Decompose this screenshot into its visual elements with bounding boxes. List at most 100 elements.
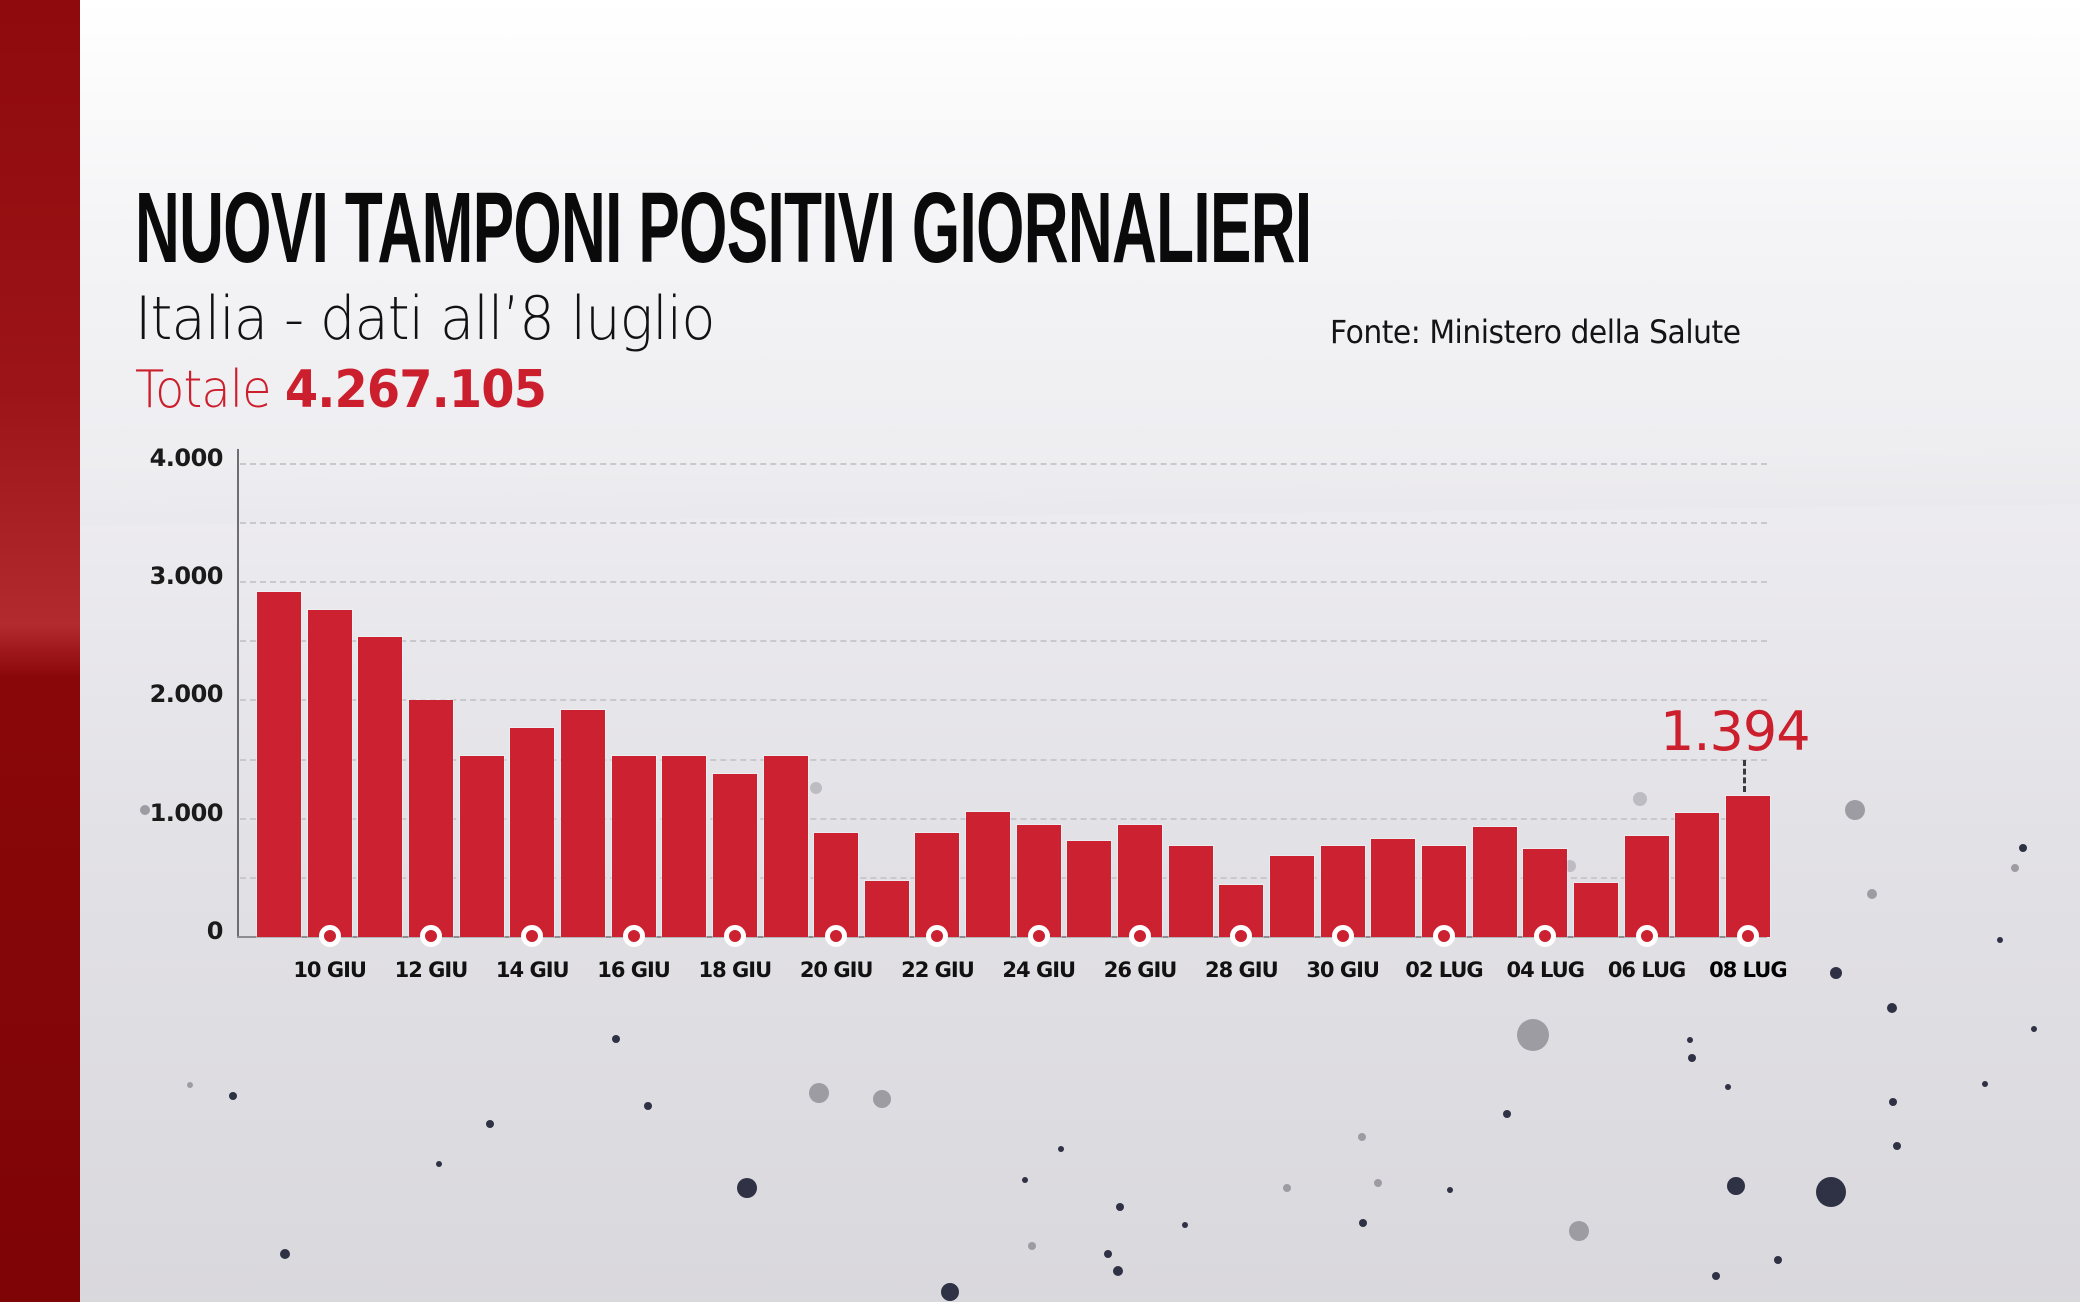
date-marker-icon [825, 925, 848, 947]
speckle-dot [1104, 1250, 1112, 1258]
x-tick-label: 16 GIU [597, 958, 671, 982]
gridline [240, 699, 1767, 702]
y-axis [237, 449, 239, 938]
bar-27-giu [1168, 845, 1213, 937]
speckle-dot [644, 1102, 652, 1110]
date-marker-icon [1027, 925, 1050, 947]
speckle-dot [1359, 1219, 1367, 1227]
speckle-dot [187, 1082, 193, 1088]
total-line: Totale 4.267.105 [135, 360, 547, 420]
speckle-dot [737, 1178, 757, 1198]
speckle-dot [1633, 792, 1647, 806]
speckle-dot [1845, 800, 1865, 820]
speckle-dot [941, 1283, 959, 1301]
bar-07-lug [1675, 812, 1720, 937]
gridline [240, 462, 1767, 465]
y-tick-label: 0 [206, 917, 224, 945]
bar-15-giu [560, 710, 605, 937]
date-marker-icon [1534, 925, 1557, 947]
gridline [240, 640, 1767, 643]
bar-14-giu [510, 728, 555, 937]
speckle-dot [873, 1090, 891, 1108]
bar-04-lug [1523, 848, 1568, 937]
speckle-dot [1028, 1242, 1036, 1250]
speckle-dot [810, 782, 822, 794]
speckle-dot [1982, 1081, 1988, 1087]
speckle-dot [1867, 889, 1877, 899]
speckle-dot [1774, 1256, 1782, 1264]
bar-18-giu [712, 773, 757, 937]
speckle-dot [1816, 1177, 1846, 1207]
bar-12-giu [408, 700, 453, 937]
speckle-dot [1517, 1019, 1549, 1051]
bar-25-giu [1067, 840, 1112, 937]
bar-02-lug [1421, 845, 1466, 937]
speckle-dot [612, 1035, 620, 1043]
speckle-dot [1889, 1098, 1897, 1106]
source-credit: Fonte: Ministero della Salute [1330, 313, 1741, 351]
gridline [240, 521, 1767, 524]
y-tick-label: 3.000 [149, 562, 224, 591]
total-value: 4.267.105 [284, 360, 547, 420]
x-axis [237, 936, 1767, 938]
date-marker-icon [1736, 925, 1759, 947]
speckle-dot [1058, 1146, 1064, 1152]
speckle-dot [140, 805, 150, 815]
speckle-dot [1712, 1272, 1720, 1280]
bar-13-giu [459, 755, 504, 937]
chart-title: NUOVI TAMPONI POSITIVI GIORNALIERI [135, 172, 1312, 284]
speckle-dot [1022, 1177, 1028, 1183]
gridline [240, 758, 1767, 761]
date-marker-icon [723, 925, 746, 947]
x-tick-label: 18 GIU [698, 958, 773, 982]
date-marker-icon [318, 925, 341, 947]
y-tick-label: 4.000 [149, 443, 224, 472]
speckle-dot [1688, 1054, 1696, 1062]
bar-30-giu [1320, 845, 1365, 937]
speckle-dot [229, 1092, 237, 1100]
latest-value-callout: 1.394 [1660, 700, 1811, 763]
speckle-dot [1687, 1037, 1693, 1043]
x-tick-label: 04 LUG [1506, 958, 1585, 982]
speckle-dot [1283, 1184, 1291, 1192]
speckle-dot [1113, 1266, 1123, 1276]
speckle-dot [1830, 967, 1842, 979]
speckle-dot [486, 1120, 494, 1128]
date-marker-icon [1230, 925, 1253, 947]
total-label: Totale [135, 360, 272, 420]
x-tick-label: 06 LUG [1607, 958, 1686, 982]
bar-09-giu [257, 592, 301, 937]
bar-01-lug [1371, 838, 1416, 937]
speckle-dot [1116, 1203, 1124, 1211]
x-tick-label: 24 GIU [1002, 958, 1076, 982]
x-tick-label: 12 GIU [394, 958, 469, 982]
speckle-dot [2011, 864, 2019, 872]
bar-16-giu [611, 755, 656, 937]
date-marker-icon [1635, 925, 1658, 947]
x-tick-label: 02 LUG [1405, 958, 1483, 982]
bar-26-giu [1118, 824, 1163, 937]
bar-17-giu [662, 755, 707, 937]
date-marker-icon [1129, 925, 1152, 947]
bar-08-lug [1725, 795, 1770, 937]
date-marker-icon [1331, 925, 1354, 947]
x-tick-label: 14 GIU [495, 958, 570, 982]
speckle-dot [1503, 1110, 1511, 1118]
bar-21-giu [864, 880, 909, 937]
x-tick-label: 22 GIU [901, 958, 975, 982]
speckle-dot [1569, 1221, 1589, 1241]
speckle-dot [809, 1083, 829, 1103]
bar-05-lug [1573, 883, 1618, 937]
speckle-dot [280, 1249, 290, 1259]
gridline [240, 581, 1767, 584]
speckle-dot [1887, 1003, 1897, 1013]
speckle-dot [436, 1161, 442, 1167]
bar-19-giu [763, 755, 808, 937]
date-marker-icon [1432, 925, 1455, 947]
y-tick-label: 1.000 [149, 798, 224, 827]
speckle-dot [2019, 844, 2027, 852]
x-tick-label: 30 GIU [1306, 958, 1380, 982]
callout-connector [1743, 760, 1746, 792]
x-tick-label: 20 GIU [799, 958, 874, 982]
